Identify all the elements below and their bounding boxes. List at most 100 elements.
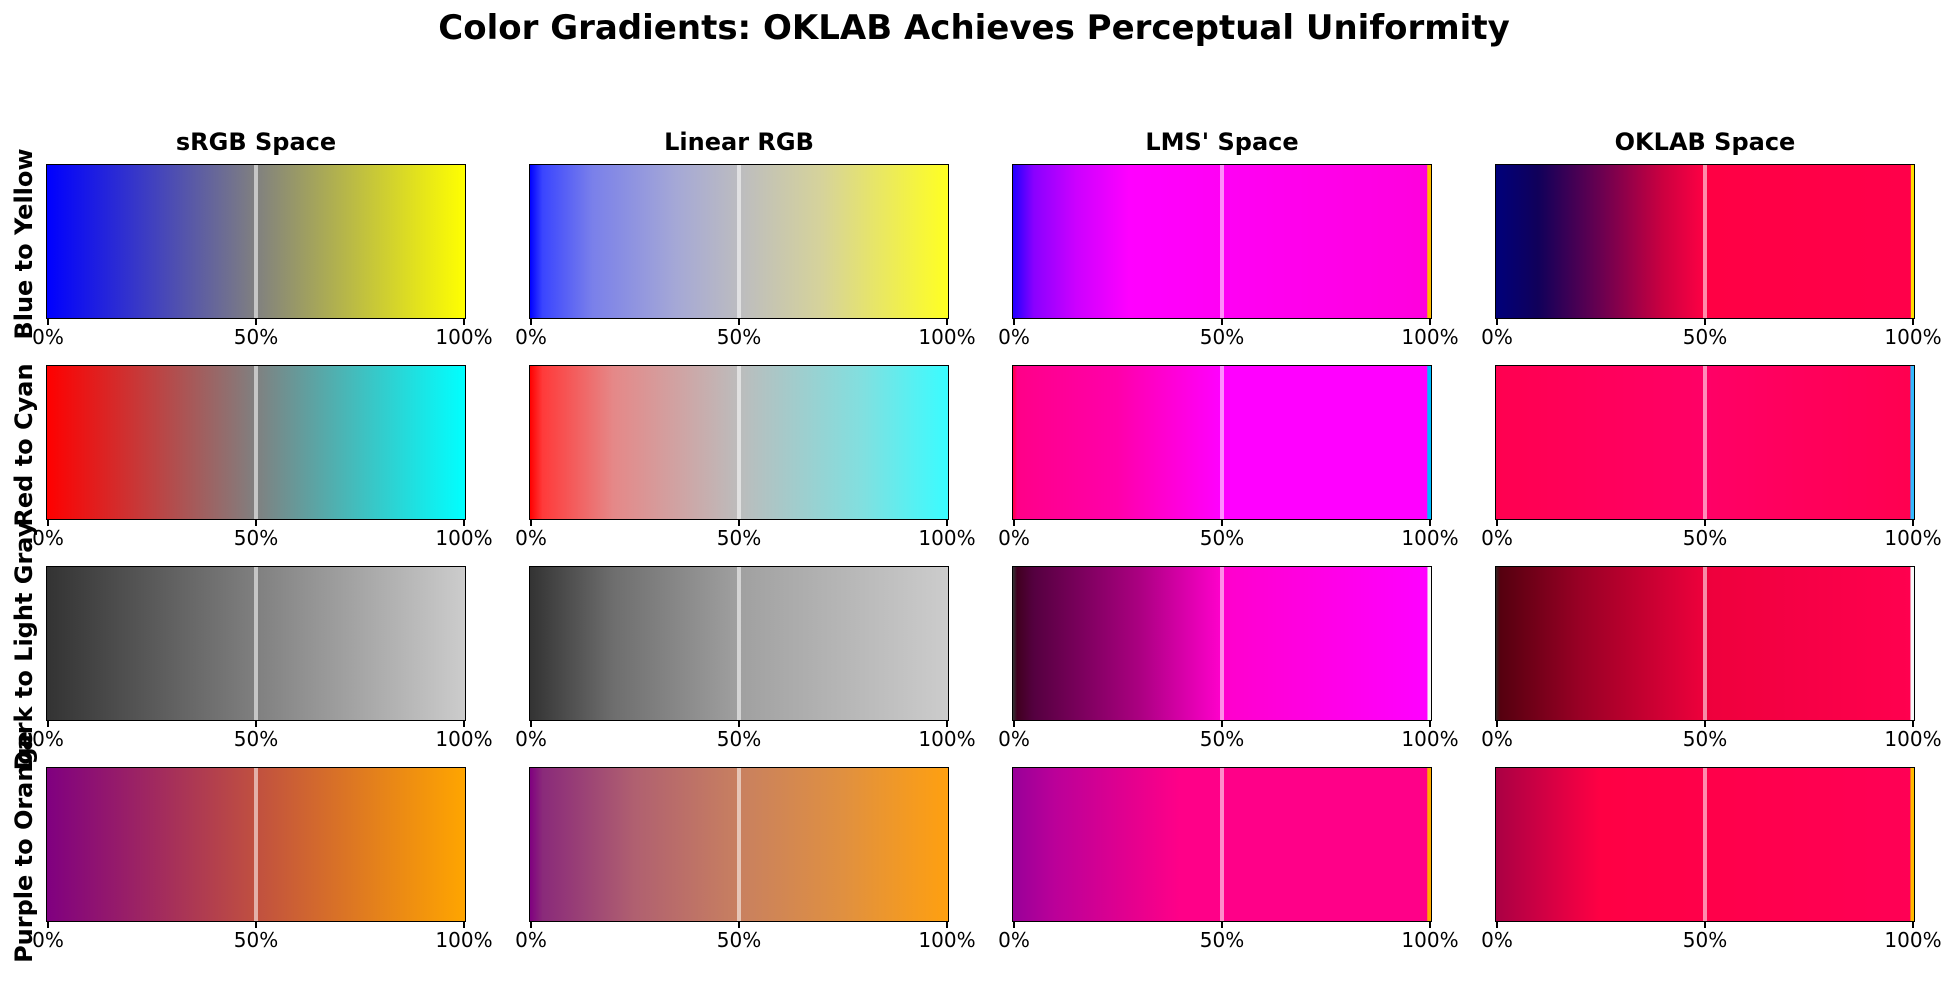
x-tick [255,520,257,526]
x-tick-label: 50% [233,526,279,550]
x-tick [463,922,465,928]
x-tick-label: 100% [435,526,493,550]
midpoint-line [737,768,741,921]
x-tick-label: 50% [716,325,762,349]
x-tick-label: 100% [1884,727,1942,751]
x-tick [1013,319,1015,325]
x-tick-label: 100% [435,727,493,751]
x-tick [47,520,49,526]
x-tick-label: 100% [1401,325,1459,349]
column-title: sRGB Space [175,128,337,156]
midpoint-line [254,768,258,921]
x-tick [47,721,49,727]
gradient-bar [529,566,949,721]
x-tick [1221,721,1223,727]
x-tick-label: 0% [1481,928,1513,952]
x-tick [1429,922,1431,928]
x-tick [1221,319,1223,325]
x-tick-label: 50% [233,325,279,349]
midpoint-line [1703,768,1707,921]
gradient-bar [1012,365,1432,520]
x-tick-label: 0% [998,727,1030,751]
gradient-bar [46,767,466,922]
x-tick [1704,520,1706,526]
column-title: Linear RGB [664,128,814,156]
midpoint-line [1220,567,1224,720]
x-tick-label: 0% [515,928,547,952]
x-tick-label: 100% [918,526,976,550]
x-tick-label: 100% [1884,928,1942,952]
x-tick [946,721,948,727]
x-tick-label: 100% [435,928,493,952]
figure: Color Gradients: OKLAB Achieves Perceptu… [10,8,1942,962]
x-tick [1013,922,1015,928]
gradient-bar [1012,767,1432,922]
x-tick-label: 0% [32,928,64,952]
x-tick [530,922,532,928]
x-tick-label: 50% [1199,325,1245,349]
x-tick [1221,922,1223,928]
x-tick [463,520,465,526]
figure-title: Color Gradients: OKLAB Achieves Perceptu… [438,8,1510,48]
x-tick-label: 0% [515,727,547,751]
gradient-bar [529,365,949,520]
x-tick-label: 50% [716,727,762,751]
x-tick [1704,721,1706,727]
midpoint-line [1703,567,1707,720]
x-tick [255,319,257,325]
x-tick-label: 100% [1884,526,1942,550]
x-tick [1429,721,1431,727]
x-tick [463,721,465,727]
midpoint-line [1220,768,1224,921]
x-tick-label: 50% [233,928,279,952]
x-tick [1912,520,1914,526]
x-tick-label: 100% [435,325,493,349]
x-tick [255,922,257,928]
x-tick [463,319,465,325]
x-tick [1496,520,1498,526]
x-tick-label: 100% [1884,325,1942,349]
midpoint-line [737,567,741,720]
x-tick-label: 0% [32,526,64,550]
x-tick [1429,319,1431,325]
x-tick [738,721,740,727]
x-tick [1912,319,1914,325]
gradient-bar [529,767,949,922]
x-tick-label: 0% [1481,325,1513,349]
midpoint-line [254,366,258,519]
x-tick-label: 0% [998,325,1030,349]
x-tick [1013,721,1015,727]
x-tick [738,520,740,526]
x-tick-label: 50% [1199,526,1245,550]
x-tick [1496,319,1498,325]
midpoint-line [1703,165,1707,318]
x-tick [738,922,740,928]
x-tick [255,721,257,727]
gradient-bar [46,365,466,520]
x-tick [946,520,948,526]
x-tick-label: 50% [1682,727,1728,751]
midpoint-line [737,366,741,519]
x-tick-label: 50% [716,928,762,952]
midpoint-line [1220,165,1224,318]
x-tick [946,319,948,325]
midpoint-line [737,165,741,318]
gradient-bar [1495,164,1915,319]
midpoint-line [254,567,258,720]
x-tick [530,520,532,526]
column-title: OKLAB Space [1614,128,1796,156]
gradient-bar [1012,164,1432,319]
column-title: LMS' Space [1145,128,1299,156]
x-tick-label: 100% [1401,526,1459,550]
midpoint-line [254,165,258,318]
gradient-bar [1495,566,1915,721]
x-tick-label: 0% [515,526,547,550]
x-tick-label: 0% [1481,727,1513,751]
gradient-bar [46,164,466,319]
x-tick [1704,319,1706,325]
x-tick-label: 50% [1199,928,1245,952]
midpoint-line [1703,366,1707,519]
x-tick-label: 50% [1682,325,1728,349]
x-tick-label: 50% [1199,727,1245,751]
x-tick-label: 0% [32,727,64,751]
